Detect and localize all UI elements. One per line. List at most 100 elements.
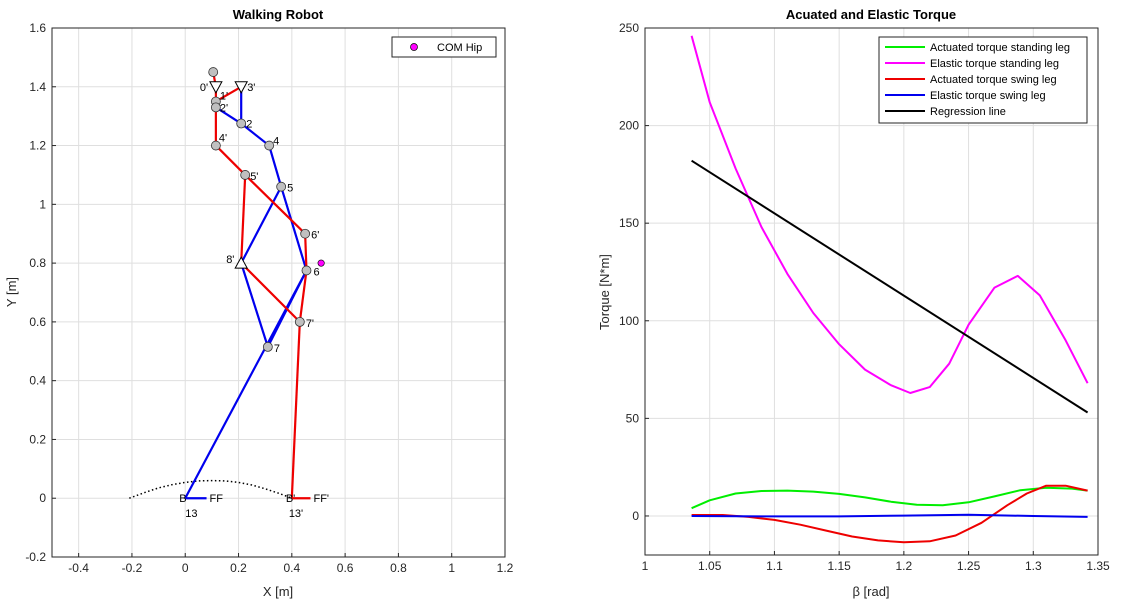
legend-entry: Elastic torque standing leg bbox=[930, 58, 1059, 70]
fixed-joint-marker bbox=[209, 81, 223, 94]
right-x-tick-label: 1 bbox=[642, 559, 649, 573]
left-legend-box bbox=[391, 36, 497, 58]
left-y-tick-label: 1 bbox=[39, 197, 46, 211]
right-x-tick-label: 1.05 bbox=[698, 559, 722, 573]
standing-leg-link bbox=[240, 262, 301, 323]
left-x-tick-label: 0.8 bbox=[390, 561, 407, 575]
joint-label: 7' bbox=[306, 318, 314, 330]
joint-label: 0' bbox=[200, 82, 208, 94]
joint-node bbox=[210, 140, 221, 151]
swing-leg-link bbox=[240, 262, 269, 348]
left-x-tick-label: -0.2 bbox=[122, 561, 143, 575]
joint-label: 5 bbox=[287, 183, 293, 195]
joint-label: FF' bbox=[313, 493, 329, 505]
joint-node bbox=[240, 170, 251, 180]
right-y-tick-label: 50 bbox=[626, 411, 640, 425]
torque-series-line bbox=[691, 513, 1088, 518]
standing-leg-link bbox=[298, 270, 308, 323]
right-data bbox=[690, 35, 1089, 544]
joint-label: B bbox=[179, 493, 186, 505]
left-x-tick-label: 1 bbox=[448, 561, 455, 575]
joint-label: 2 bbox=[246, 119, 252, 131]
fixed-joint-marker bbox=[234, 81, 249, 94]
foot-trajectory bbox=[129, 479, 293, 499]
right-y-label: Torque [N*m] bbox=[597, 254, 612, 330]
left-y-tick-label: 1.4 bbox=[29, 80, 46, 94]
legend-entry: Regression line bbox=[930, 106, 1006, 118]
joint-label: 4 bbox=[273, 136, 279, 148]
left-y-tick-label: 0.2 bbox=[29, 432, 46, 446]
left-x-tick-label: 1.2 bbox=[497, 561, 514, 575]
right-plot-area bbox=[644, 27, 1099, 556]
joint-label: FF bbox=[210, 493, 224, 505]
joint-node bbox=[262, 341, 273, 352]
left-plot-area bbox=[51, 27, 506, 558]
right-y-tick-label: 150 bbox=[619, 216, 639, 230]
right-y-tick-label: 100 bbox=[619, 314, 639, 328]
joint-label: 6' bbox=[311, 230, 319, 242]
joint-node bbox=[301, 265, 312, 276]
walking-robot-plot: -0.4 -0.2 0 0.2 0.4 0.6 0.8 1 1.2 -0.2 0 0.2 0.4 0.6 0… bbox=[4, 7, 514, 599]
joint-node bbox=[294, 316, 305, 327]
right-x-tick-label: 1.3 bbox=[1025, 559, 1042, 573]
joint-label: 3' bbox=[247, 82, 255, 94]
standing-leg-link bbox=[244, 174, 306, 235]
joint-node bbox=[236, 118, 247, 129]
swing-leg-link bbox=[240, 122, 270, 147]
standing-leg-link bbox=[304, 233, 308, 271]
left-y-tick-label: 0.4 bbox=[29, 374, 46, 388]
joint-label: 5' bbox=[250, 171, 258, 183]
right-x-label: β [rad] bbox=[852, 584, 889, 599]
standing-leg-link bbox=[290, 321, 301, 499]
torque-series-line bbox=[690, 35, 1089, 394]
left-y-label: Y [m] bbox=[4, 277, 19, 307]
swing-leg-link bbox=[240, 186, 283, 264]
left-x-tick-label: 0.4 bbox=[283, 561, 300, 575]
joint-label: 13' bbox=[289, 508, 303, 520]
legend-entry: Actuated torque standing leg bbox=[930, 42, 1070, 54]
left-x-label: X [m] bbox=[263, 584, 293, 599]
left-title: Walking Robot bbox=[233, 7, 324, 22]
joint-label: B' bbox=[286, 493, 295, 505]
left-x-tick-label: -0.4 bbox=[68, 561, 89, 575]
right-x-tick-label: 1.35 bbox=[1086, 559, 1110, 573]
right-y-tick-label: 200 bbox=[619, 119, 639, 133]
joint-label: 13 bbox=[185, 508, 197, 520]
right-x-tick-label: 1.25 bbox=[957, 559, 981, 573]
joint-node bbox=[276, 181, 287, 192]
right-x-tick-label: 1.15 bbox=[827, 559, 851, 573]
joint-label: 1' bbox=[220, 90, 228, 102]
joint-label: 8' bbox=[226, 254, 234, 266]
legend-entry: Elastic torque swing leg bbox=[930, 90, 1046, 102]
torque-plot: 1 1.05 1.1 1.15 1.2 1.25 1.3 1.35 0 50 100 150 200 25… bbox=[597, 7, 1110, 599]
swing-leg-link bbox=[280, 186, 308, 271]
swing-leg-link bbox=[215, 106, 242, 125]
right-x-tick-label: 1.2 bbox=[896, 559, 913, 573]
pivot-joint-marker bbox=[234, 256, 249, 269]
joint-label: 7 bbox=[274, 343, 280, 355]
right-y-tick-label: 250 bbox=[619, 21, 639, 35]
hip-joint-node bbox=[208, 67, 219, 77]
left-legend: COM Hip bbox=[391, 36, 497, 58]
joint-label: 6 bbox=[313, 266, 319, 278]
left-y-tick-label: 0 bbox=[39, 491, 46, 505]
torque-series-line bbox=[691, 159, 1089, 414]
right-ticks: 1 1.05 1.1 1.15 1.2 1.25 1.3 1.35 0 50 100 150 200 25… bbox=[619, 21, 1110, 573]
swing-leg-link bbox=[184, 269, 308, 499]
com-hip-legend-marker bbox=[410, 43, 418, 51]
left-x-tick-label: 0 bbox=[182, 561, 189, 575]
joint-node bbox=[300, 228, 311, 239]
left-y-tick-label: -0.2 bbox=[25, 550, 46, 564]
right-y-tick-label: 0 bbox=[632, 509, 639, 523]
left-ticks: -0.4 -0.2 0 0.2 0.4 0.6 0.8 1 1.2 -0.2 0 0.2 0.4 0.6 0… bbox=[25, 21, 513, 575]
left-x-tick-label: 0.6 bbox=[337, 561, 354, 575]
joint-node bbox=[264, 140, 275, 151]
standing-leg-link bbox=[240, 174, 247, 264]
left-y-tick-label: 0.8 bbox=[29, 256, 46, 270]
torque-series-line bbox=[691, 484, 1088, 544]
right-x-tick-label: 1.1 bbox=[766, 559, 783, 573]
swing-leg-link bbox=[268, 145, 283, 188]
right-title: Acuated and Elastic Torque bbox=[786, 7, 956, 22]
legend-entry: Actuated torque swing leg bbox=[930, 74, 1057, 86]
